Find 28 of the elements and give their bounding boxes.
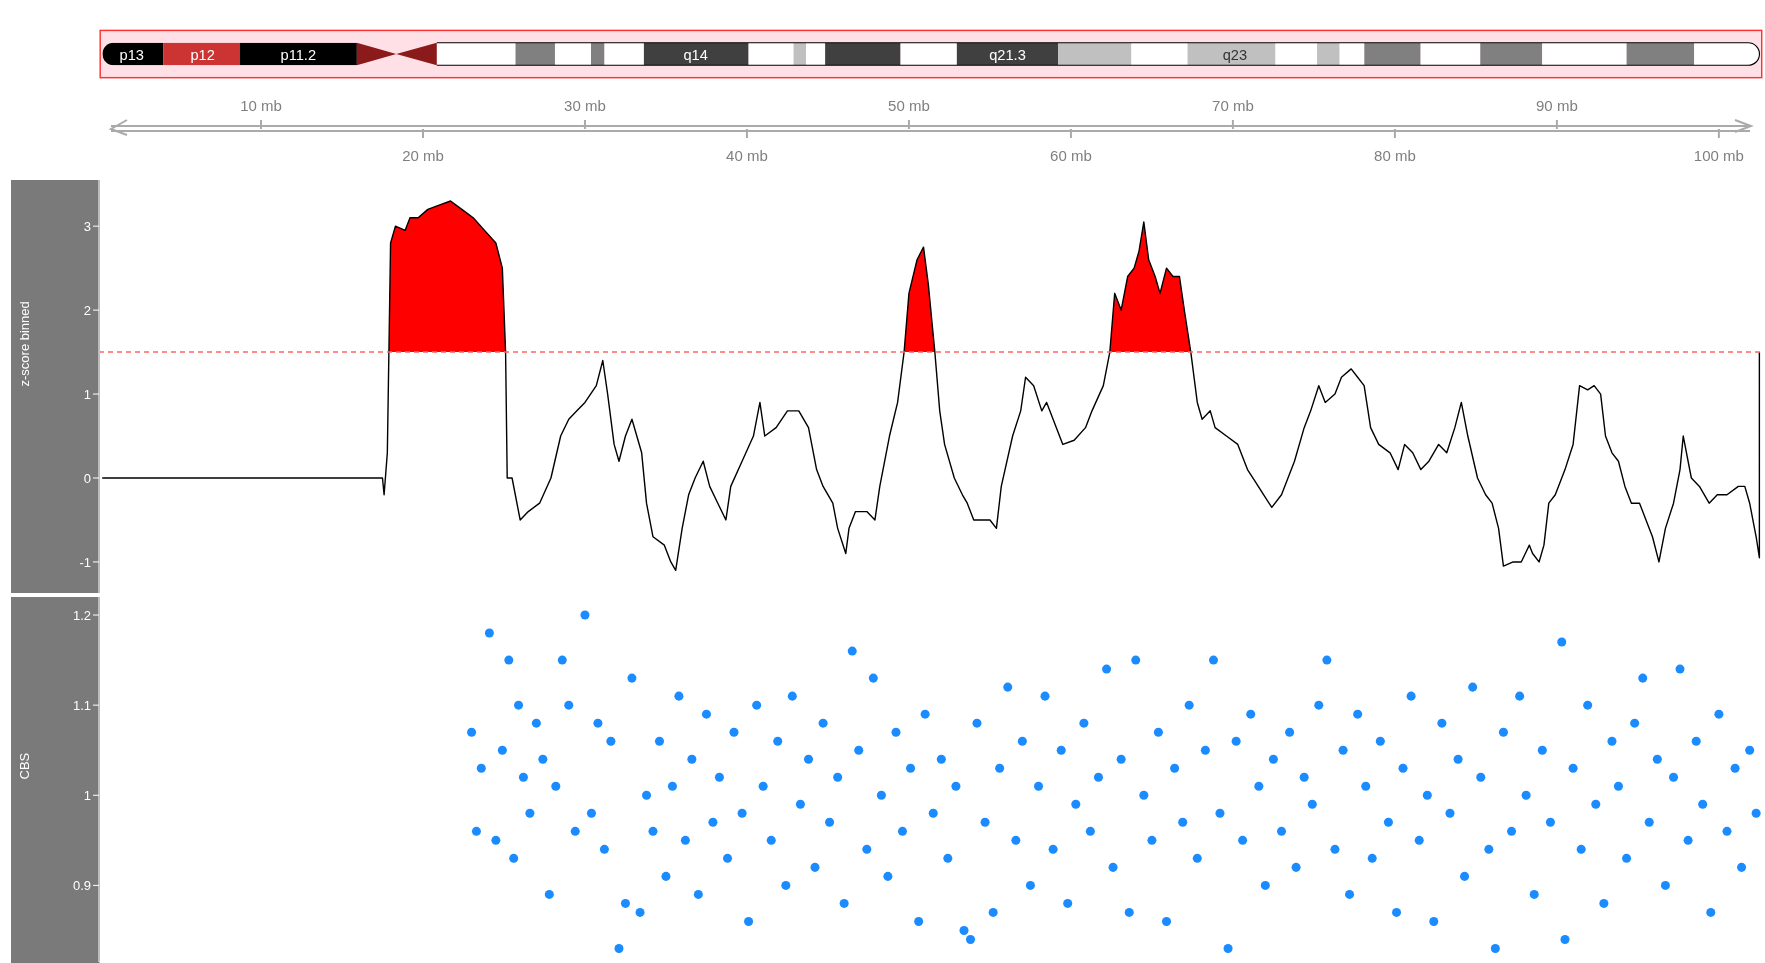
- x-tick-label: 20 mb: [402, 147, 444, 164]
- text: p11.2: [280, 46, 317, 63]
- y-tick-label: 3: [83, 218, 91, 234]
- x2-tick-label: 50 mb: [888, 97, 930, 114]
- x2-tick-label: 10 mb: [240, 97, 282, 114]
- x-tick-label: 100 mb: [1693, 147, 1744, 164]
- x-tick-label: 80 mb: [1374, 147, 1416, 164]
- x2-tick-label: 70 mb: [1212, 97, 1254, 114]
- text: p13: [119, 46, 144, 63]
- y-tick-label: 1.2: [72, 607, 91, 623]
- y-tick-label: 1: [83, 386, 91, 402]
- x-tick-label: 40 mb: [726, 147, 768, 164]
- y-axis-title: CBS: [16, 752, 32, 780]
- text: p12: [190, 46, 215, 63]
- x2-tick-label: 30 mb: [564, 97, 606, 114]
- text: q14: [683, 46, 708, 63]
- y-tick-label: -1: [79, 554, 91, 570]
- y-tick-label: 1: [83, 787, 91, 803]
- y-tick-label: 1.1: [72, 697, 91, 713]
- text: q23: [1222, 46, 1248, 63]
- y-tick-label: 0: [83, 470, 91, 486]
- line-series: [101, 200, 1761, 572]
- x-tick-label: 60 mb: [1050, 147, 1092, 164]
- text: q21.3: [989, 46, 1026, 63]
- x2-tick-label: 90 mb: [1536, 97, 1578, 114]
- y-axis-title: z-score binned: [16, 301, 32, 387]
- y-tick-label: 0.9: [72, 878, 91, 894]
- y-tick-label: 2: [83, 302, 91, 318]
